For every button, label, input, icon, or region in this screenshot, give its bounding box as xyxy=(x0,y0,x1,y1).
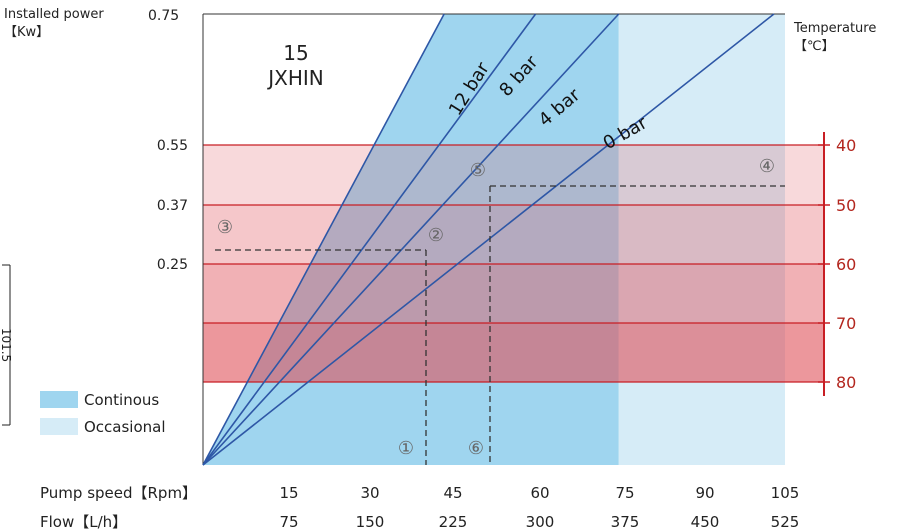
guide-marker: ⑤ xyxy=(470,160,486,181)
flow-tick-label: 225 xyxy=(439,513,468,531)
legend-continuous-swatch xyxy=(40,391,78,408)
temperature-axis-unit: 【℃】 xyxy=(794,39,835,54)
temperature-band xyxy=(203,323,824,382)
flow-tick-label: 525 xyxy=(771,513,800,531)
temperature-tick-label: 60 xyxy=(836,255,856,274)
speed-tick-label: 15 xyxy=(279,484,298,502)
flow-tick-label: 150 xyxy=(356,513,385,531)
speed-tick-label: 90 xyxy=(695,484,714,502)
temperature-band xyxy=(203,145,824,205)
speed-tick-label: 60 xyxy=(530,484,549,502)
guide-marker: ③ xyxy=(217,217,233,238)
pressure-line-1 xyxy=(202,13,537,466)
temperature-axis-title: Temperature xyxy=(793,21,876,36)
temperature-tick-label: 80 xyxy=(836,373,856,392)
model-number: 15 xyxy=(283,41,308,65)
guide-marker: ④ xyxy=(759,156,775,177)
guide-marker: ⑥ xyxy=(468,438,484,459)
flow-tick-label: 375 xyxy=(611,513,640,531)
speed-tick-label: 45 xyxy=(443,484,462,502)
speed-tick-label: 75 xyxy=(615,484,634,502)
power-tick-label: 0.37 xyxy=(157,198,188,214)
speed-tick-label: 30 xyxy=(360,484,379,502)
legend-occasional-swatch xyxy=(40,418,78,435)
power-tick-label: 0.55 xyxy=(157,138,188,154)
flow-tick-label: 75 xyxy=(279,513,298,531)
legend-continuous-label: Continous xyxy=(84,391,159,409)
temperature-tick-label: 70 xyxy=(836,314,856,333)
guide-marker: ② xyxy=(428,225,444,246)
left-fragment-text: 101.5 xyxy=(0,328,13,362)
model-name: JXHIN xyxy=(266,66,324,90)
flow-tick-label: 300 xyxy=(526,513,555,531)
pressure-line-3 xyxy=(202,13,775,466)
power-tick-top: 0.75 xyxy=(148,8,179,24)
pressure-line-0 xyxy=(202,13,445,466)
temperature-tick-label: 50 xyxy=(836,196,856,215)
power-tick-label: 0.25 xyxy=(157,257,188,273)
temperature-band xyxy=(203,205,824,264)
flow-tick-label: 450 xyxy=(691,513,720,531)
temperature-tick-label: 40 xyxy=(836,136,856,155)
speed-tick-label: 105 xyxy=(771,484,800,502)
power-axis-unit: 【Kw】 xyxy=(4,25,49,40)
power-axis-title: Installed power xyxy=(4,7,104,22)
flow-label: Flow【L/h】 xyxy=(40,513,127,531)
temperature-band xyxy=(203,264,824,323)
legend-occasional-label: Occasional xyxy=(84,418,166,436)
pump-speed-label: Pump speed【Rpm】 xyxy=(40,484,197,502)
guide-marker: ① xyxy=(398,438,414,459)
pressure-line-2 xyxy=(202,13,620,466)
